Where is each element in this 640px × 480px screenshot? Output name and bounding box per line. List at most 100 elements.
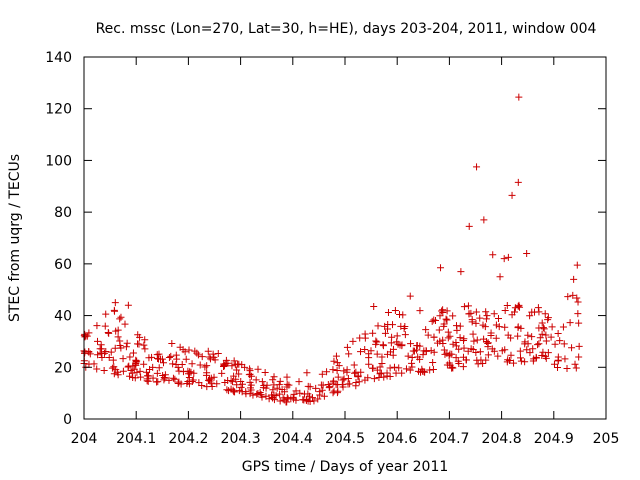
- data-point: [496, 273, 504, 281]
- data-point: [154, 378, 162, 386]
- data-point: [338, 381, 346, 389]
- data-point: [541, 310, 549, 318]
- data-point: [556, 337, 564, 345]
- data-point: [514, 324, 522, 332]
- data-point: [474, 360, 482, 368]
- data-point: [269, 386, 277, 394]
- data-point: [492, 334, 500, 342]
- data-point: [456, 334, 464, 342]
- data-point: [119, 367, 127, 375]
- data-point: [210, 373, 218, 381]
- y-tick-label: 0: [63, 412, 72, 428]
- data-point: [122, 343, 130, 351]
- data-point: [189, 376, 197, 384]
- data-point: [330, 357, 338, 365]
- data-point: [357, 348, 365, 356]
- data-point: [94, 351, 102, 359]
- data-point: [133, 340, 141, 348]
- data-point: [373, 366, 381, 374]
- data-point: [81, 333, 89, 341]
- data-point: [168, 339, 176, 347]
- data-point: [145, 354, 153, 362]
- data-point: [538, 330, 546, 338]
- data-point: [421, 368, 429, 376]
- data-point: [114, 333, 122, 341]
- data-point: [470, 337, 478, 345]
- data-point: [440, 320, 448, 328]
- data-point: [283, 380, 291, 388]
- data-point: [398, 341, 406, 349]
- x-tick-label: 204.3: [221, 431, 261, 447]
- data-point: [427, 347, 435, 355]
- data-point: [508, 191, 516, 199]
- data-point: [456, 322, 464, 330]
- data-point: [167, 352, 175, 360]
- data-point: [344, 380, 352, 388]
- x-tick-label: 204.4: [273, 431, 313, 447]
- data-point: [514, 302, 522, 310]
- data-point: [564, 293, 572, 301]
- data-point: [334, 373, 342, 381]
- data-point: [484, 340, 492, 348]
- data-point: [477, 356, 485, 364]
- data-point: [296, 389, 304, 397]
- data-point: [85, 329, 93, 337]
- data-point: [285, 381, 293, 389]
- data-point: [329, 377, 337, 385]
- data-point: [110, 306, 118, 314]
- data-point: [198, 353, 206, 361]
- data-point: [205, 353, 213, 361]
- data-point: [104, 328, 112, 336]
- data-point: [269, 394, 277, 402]
- data-point: [329, 366, 337, 374]
- data-point: [132, 356, 140, 364]
- data-point: [452, 354, 460, 362]
- data-point: [127, 367, 135, 375]
- data-point: [330, 387, 338, 395]
- data-point: [480, 216, 488, 224]
- data-point: [325, 384, 333, 392]
- data-point: [304, 382, 312, 390]
- data-point: [269, 376, 277, 384]
- data-point: [125, 362, 133, 370]
- data-point: [153, 369, 161, 377]
- data-point: [540, 325, 548, 333]
- data-point: [373, 350, 381, 358]
- data-points: [80, 93, 583, 406]
- data-point: [407, 340, 415, 348]
- data-point: [442, 315, 450, 323]
- data-point: [473, 163, 481, 171]
- data-point: [333, 359, 341, 367]
- data-point: [237, 377, 245, 385]
- x-tick-label: 204: [71, 431, 98, 447]
- data-point: [276, 397, 284, 405]
- data-point: [568, 344, 576, 352]
- data-point: [333, 389, 341, 397]
- data-point: [426, 366, 434, 374]
- data-point: [303, 369, 311, 377]
- data-point: [532, 354, 540, 362]
- data-point: [171, 375, 179, 383]
- data-point: [439, 336, 447, 344]
- data-point: [554, 364, 562, 372]
- data-point: [494, 352, 502, 360]
- data-point: [370, 375, 378, 383]
- data-point: [249, 391, 257, 399]
- data-point: [432, 317, 440, 325]
- data-point: [424, 331, 432, 339]
- data-point: [524, 340, 532, 348]
- data-point: [401, 331, 409, 339]
- data-point: [465, 222, 473, 230]
- data-point: [406, 292, 414, 300]
- data-point: [535, 308, 543, 316]
- y-tick-label: 60: [54, 257, 72, 273]
- data-point: [354, 372, 362, 380]
- data-point: [378, 353, 386, 361]
- data-point: [446, 332, 454, 340]
- data-point: [439, 306, 447, 314]
- data-point: [193, 349, 201, 357]
- data-point: [121, 320, 129, 328]
- data-point: [389, 345, 397, 353]
- data-point: [222, 360, 230, 368]
- data-point: [406, 366, 414, 374]
